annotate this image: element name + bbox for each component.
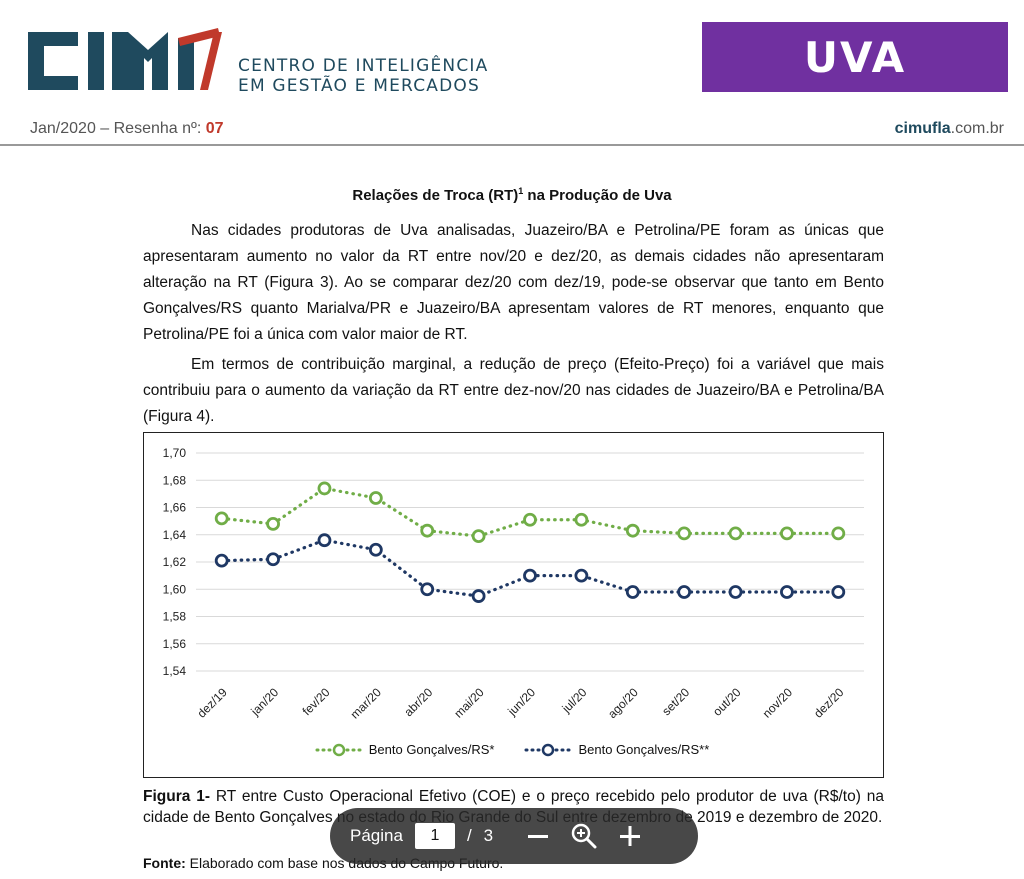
y-tick-label: 1,54	[163, 664, 187, 678]
data-point-series-2	[368, 542, 383, 557]
x-tick-label: fev/20	[300, 685, 333, 718]
y-tick-label: 1,68	[163, 473, 187, 487]
legend-item-series-2: Bento Gonçalves/RS**	[524, 742, 709, 757]
x-tick-label: set/20	[659, 685, 692, 718]
paragraph-1: Nas cidades produtoras de Uva analisadas…	[143, 222, 884, 343]
data-point-series-1	[471, 529, 486, 544]
issue-date: Jan/2020 – Resenha nº:	[30, 120, 202, 137]
zoom-reset-button[interactable]	[561, 816, 607, 856]
data-point-series-2	[831, 585, 846, 599]
chart-legend: Bento Gonçalves/RS* Bento Gonçalves/RS**	[0, 742, 1024, 757]
data-point-series-2	[214, 553, 229, 568]
data-point-series-1	[780, 526, 794, 541]
article-title: Relações de Troca (RT)1 na Produção de U…	[0, 186, 1024, 204]
y-tick-label: 1,58	[163, 610, 187, 624]
series-line-1	[220, 486, 840, 538]
x-tick-label: jul/20	[559, 685, 590, 716]
y-tick-label: 1,56	[163, 637, 187, 651]
legend-label-series-1: Bento Gonçalves/RS*	[368, 742, 495, 757]
x-tick-label: abr/20	[401, 685, 435, 719]
page-label: Página	[350, 826, 403, 845]
data-point-series-1	[523, 512, 537, 527]
rt-line-chart: 1,70 1,68 1,66 1,64 1,62 1,60 1,58 1,56 1,54 dez/…	[163, 446, 864, 722]
y-tick-label: 1,64	[163, 528, 187, 542]
y-tick-label: 1,70	[163, 446, 187, 460]
x-tick-label: dez/19	[194, 685, 230, 721]
y-tick-label: 1,62	[163, 555, 187, 569]
data-point-series-1	[677, 526, 692, 541]
topic-badge: UVA	[702, 22, 1008, 92]
zoom-out-button[interactable]	[515, 816, 561, 856]
legend-label-series-2: Bento Gonçalves/RS**	[578, 742, 710, 757]
site-bold: cimufla	[894, 120, 951, 137]
logo-line-2: EM GESTÃO E MERCADOS	[238, 76, 480, 96]
y-tick-label: 1,60	[163, 582, 187, 596]
x-tick-label: ago/20	[605, 685, 641, 721]
x-tick-label: dez/20	[811, 685, 847, 721]
x-tick-label: mar/20	[348, 685, 385, 722]
data-point-series-1	[831, 526, 846, 541]
data-point-series-2	[471, 589, 486, 603]
data-point-series-2	[420, 582, 435, 597]
plus-icon	[620, 826, 641, 846]
source-label: Fonte:	[143, 855, 186, 871]
figure-caption: Figura 1- RT entre Custo Operacional Efe…	[143, 786, 884, 828]
legend-marker-series-1	[315, 743, 363, 756]
x-tick-label: jan/20	[247, 685, 281, 719]
magnifier-icon	[571, 823, 597, 849]
data-point-series-2	[266, 552, 280, 567]
data-point-series-2	[317, 533, 332, 548]
data-point-series-2	[574, 568, 589, 583]
site-rest: .com.br	[950, 120, 1004, 137]
x-tick-label: out/20	[710, 685, 744, 719]
caption-label: Figura 1-	[143, 788, 211, 805]
legend-item-series-1: Bento Gonçalves/RS*	[315, 742, 495, 757]
title-footnote: 1	[518, 186, 524, 196]
series-line-2	[220, 538, 840, 598]
data-point-series-1	[625, 523, 640, 538]
legend-marker-series-2	[524, 743, 572, 756]
data-point-series-1	[420, 523, 435, 538]
page-number-input[interactable]	[414, 823, 455, 849]
paragraph-2: Em termos de contribuição marginal, a re…	[143, 356, 884, 425]
y-tick-label: 1,66	[163, 501, 187, 515]
issue-line: Jan/2020 – Resenha nº: 07	[30, 120, 224, 138]
title-rest: na Produção de Uva	[523, 187, 672, 204]
pdf-toolbar: Página / 3	[330, 808, 698, 864]
data-point-series-2	[523, 568, 537, 583]
data-point-series-1	[574, 512, 589, 527]
zoom-in-button[interactable]	[607, 816, 653, 856]
site-link[interactable]: cimufla.com.br	[895, 120, 1004, 138]
x-tick-label: jun/20	[504, 685, 538, 719]
x-tick-label: mai/20	[451, 685, 487, 721]
data-point-series-1	[266, 516, 280, 531]
title-main: Relações de Troca (RT)	[352, 187, 519, 204]
data-point-series-2	[625, 585, 640, 599]
minus-icon	[528, 835, 549, 838]
x-tick-label: nov/20	[760, 685, 796, 721]
data-point-series-1	[368, 491, 383, 505]
total-pages: 3	[483, 826, 494, 845]
issue-number: 07	[205, 120, 224, 137]
data-point-series-1	[728, 526, 743, 541]
logo-wordmark: CENTRO DE INTELIGÊNCIA EM GESTÃO E MERCA…	[238, 56, 488, 96]
data-point-series-1	[317, 481, 332, 496]
data-point-series-2	[780, 585, 794, 599]
data-point-series-2	[677, 585, 692, 599]
header-divider	[0, 144, 1024, 146]
cim-logo	[28, 28, 222, 90]
data-point-series-1	[214, 511, 229, 526]
chart-frame: 1,70 1,68 1,66 1,64 1,62 1,60 1,58 1,56 1,54 dez/…	[143, 432, 884, 778]
logo-line-1: CENTRO DE INTELIGÊNCIA	[238, 56, 489, 76]
data-point-series-2	[728, 585, 743, 599]
page-separator: /	[466, 826, 472, 845]
